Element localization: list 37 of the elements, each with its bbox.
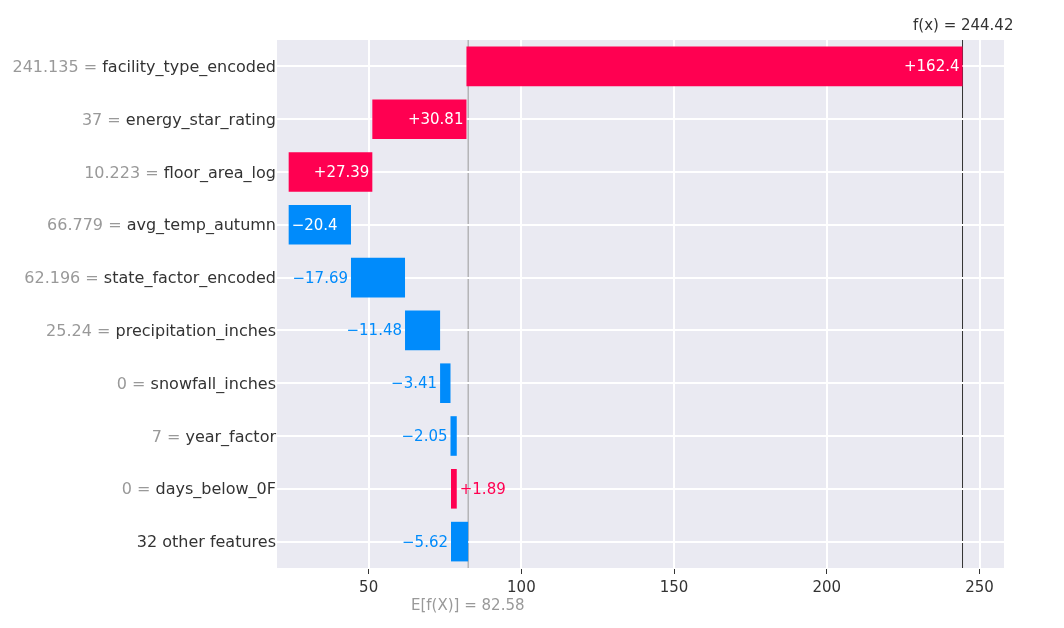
ref-line-label: f(x) = 244.42 xyxy=(913,16,1014,34)
data-label: −5.62 xyxy=(402,532,448,551)
y-tick-label: 37 = energy_star_rating xyxy=(81,109,276,130)
x-tick-label: 50 xyxy=(359,578,379,596)
bar xyxy=(450,469,457,509)
bar xyxy=(440,363,451,403)
y-tick-label: 7 = year_factor xyxy=(151,426,277,447)
bar xyxy=(450,416,457,456)
data-label: +1.89 xyxy=(459,479,506,498)
data-label: −2.05 xyxy=(401,427,448,445)
y-tick-label: 32 other features xyxy=(136,532,276,552)
y-tick-label: 66.779 = avg_temp_autumn xyxy=(47,215,276,236)
bar xyxy=(372,99,467,139)
bar xyxy=(288,152,373,192)
x-tick-label: 100 xyxy=(507,578,536,596)
x-tick-label: 200 xyxy=(812,578,842,596)
data-label: −17.69 xyxy=(292,268,348,287)
data-label: −20.4 xyxy=(291,215,338,234)
data-label: +162.4 xyxy=(904,57,960,76)
bar xyxy=(466,46,963,87)
bar xyxy=(450,521,469,562)
y-tick-label: 62.196 = state_factor_encoded xyxy=(24,268,276,289)
bar xyxy=(350,257,406,298)
y-tick-label: 0 = days_below_0F xyxy=(121,479,276,500)
data-label: −11.48 xyxy=(346,321,403,340)
bar xyxy=(288,205,351,245)
data-label: +30.81 xyxy=(407,110,464,129)
x-tick-label: 150 xyxy=(659,578,689,596)
y-tick-label: 25.24 = precipitation_inches xyxy=(46,321,276,341)
y-tick-label: 0 = snowfall_inches xyxy=(116,373,276,394)
bar xyxy=(405,310,441,351)
y-tick-label: 10.223 = floor_area_log xyxy=(84,162,276,183)
x-tick-label: 250 xyxy=(965,578,994,596)
ref-line-label: E[f(X)] = 82.58 xyxy=(411,596,525,614)
y-tick-label: 241.135 = facility_type_encoded xyxy=(12,57,276,77)
data-label: +27.39 xyxy=(313,163,370,181)
data-label: −3.41 xyxy=(391,374,438,393)
